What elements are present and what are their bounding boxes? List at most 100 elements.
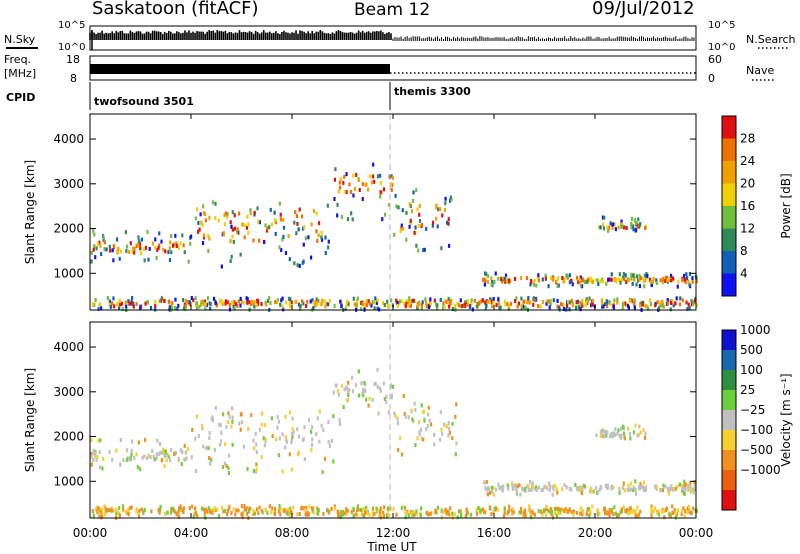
- data-cell: [280, 298, 283, 303]
- data-cell: [212, 296, 216, 301]
- data-cell: [650, 504, 653, 509]
- data-cell: [565, 273, 568, 278]
- data-cell: [631, 281, 634, 286]
- data-cell: [357, 369, 360, 374]
- data-cell: [230, 424, 233, 429]
- data-cell: [621, 424, 625, 429]
- data-cell: [535, 283, 538, 288]
- data-cell: [659, 303, 662, 308]
- data-cell: [575, 300, 578, 305]
- data-cell: [310, 222, 313, 227]
- data-cell: [408, 224, 411, 229]
- data-cell: [317, 298, 320, 303]
- data-cell: [176, 306, 179, 311]
- data-cell: [282, 234, 285, 239]
- data-cell: [345, 386, 348, 391]
- data-cell: [150, 509, 153, 514]
- data-cell: [92, 451, 96, 456]
- data-cell: [243, 223, 246, 228]
- data-cell: [588, 278, 591, 283]
- data-cell: [108, 244, 111, 249]
- data-cell: [374, 296, 377, 301]
- data-cell: [486, 492, 490, 497]
- data-cell: [497, 297, 500, 302]
- data-cell: [503, 276, 506, 281]
- data-cell: [596, 278, 599, 283]
- data-cell: [182, 306, 186, 311]
- data-cell: [204, 306, 207, 311]
- data-cell: [568, 507, 571, 512]
- data-cell: [591, 489, 594, 494]
- data-cell: [584, 299, 588, 304]
- data-cell: [403, 301, 406, 306]
- data-cell: [371, 299, 374, 304]
- data-cell: [158, 243, 161, 248]
- data-cell: [637, 432, 640, 437]
- data-cell: [133, 250, 136, 255]
- data-cell: [97, 438, 100, 443]
- data-cell: [183, 443, 186, 448]
- data-cell: [685, 272, 688, 277]
- data-cell: [667, 491, 670, 496]
- data-cell: [239, 303, 242, 308]
- data-cell: [308, 504, 311, 509]
- data-cell: [206, 509, 209, 514]
- data-cell: [312, 510, 315, 515]
- data-cell: [501, 279, 504, 284]
- data-cell: [441, 213, 444, 218]
- data-cell: [670, 298, 673, 303]
- data-cell: [668, 512, 671, 517]
- data-cell: [613, 222, 616, 227]
- data-cell: [372, 162, 375, 167]
- data-cell: [159, 450, 162, 455]
- data-cell: [286, 511, 289, 516]
- data-cell: [138, 241, 142, 246]
- data-cell: [353, 187, 357, 192]
- data-cell: [214, 405, 217, 410]
- data-cell: [292, 430, 295, 435]
- data-cell: [601, 428, 604, 433]
- data-cell: [347, 301, 350, 306]
- data-cell: [383, 396, 386, 401]
- data-cell: [115, 237, 119, 242]
- data-cell: [602, 279, 605, 284]
- data-cell: [224, 211, 228, 216]
- data-cell: [639, 303, 642, 308]
- data-cell: [539, 510, 543, 515]
- data-cell: [106, 508, 110, 513]
- data-cell: [570, 510, 573, 515]
- data-cell: [298, 207, 301, 212]
- data-cell: [568, 486, 571, 491]
- data-cell: [631, 299, 635, 304]
- data-cell: [343, 387, 346, 392]
- data-cell: [220, 264, 223, 269]
- data-cell: [222, 509, 225, 514]
- data-cell: [302, 301, 305, 306]
- data-cell: [317, 233, 320, 238]
- data-cell: [436, 224, 439, 229]
- data-cell: [343, 511, 346, 516]
- data-cell: [143, 454, 146, 459]
- data-cell: [529, 508, 532, 513]
- data-cell: [371, 513, 374, 518]
- data-cell: [565, 485, 568, 490]
- data-cell: [529, 278, 533, 283]
- data-cell: [649, 298, 652, 303]
- data-cell: [103, 240, 106, 245]
- data-cell: [258, 505, 261, 510]
- data-cell: [100, 306, 103, 311]
- data-cell: [190, 455, 193, 460]
- data-cell: [264, 507, 268, 512]
- data-cell: [103, 504, 106, 509]
- data-cell: [391, 183, 394, 188]
- data-cell: [408, 296, 411, 301]
- data-cell: [559, 510, 562, 515]
- data-cell: [484, 278, 487, 283]
- data-cell: [651, 509, 654, 514]
- data-cell: [627, 483, 630, 488]
- data-cell: [439, 410, 442, 415]
- data-cell: [333, 504, 336, 509]
- data-cell: [670, 278, 673, 283]
- data-cell: [278, 436, 281, 441]
- data-cell: [453, 512, 456, 517]
